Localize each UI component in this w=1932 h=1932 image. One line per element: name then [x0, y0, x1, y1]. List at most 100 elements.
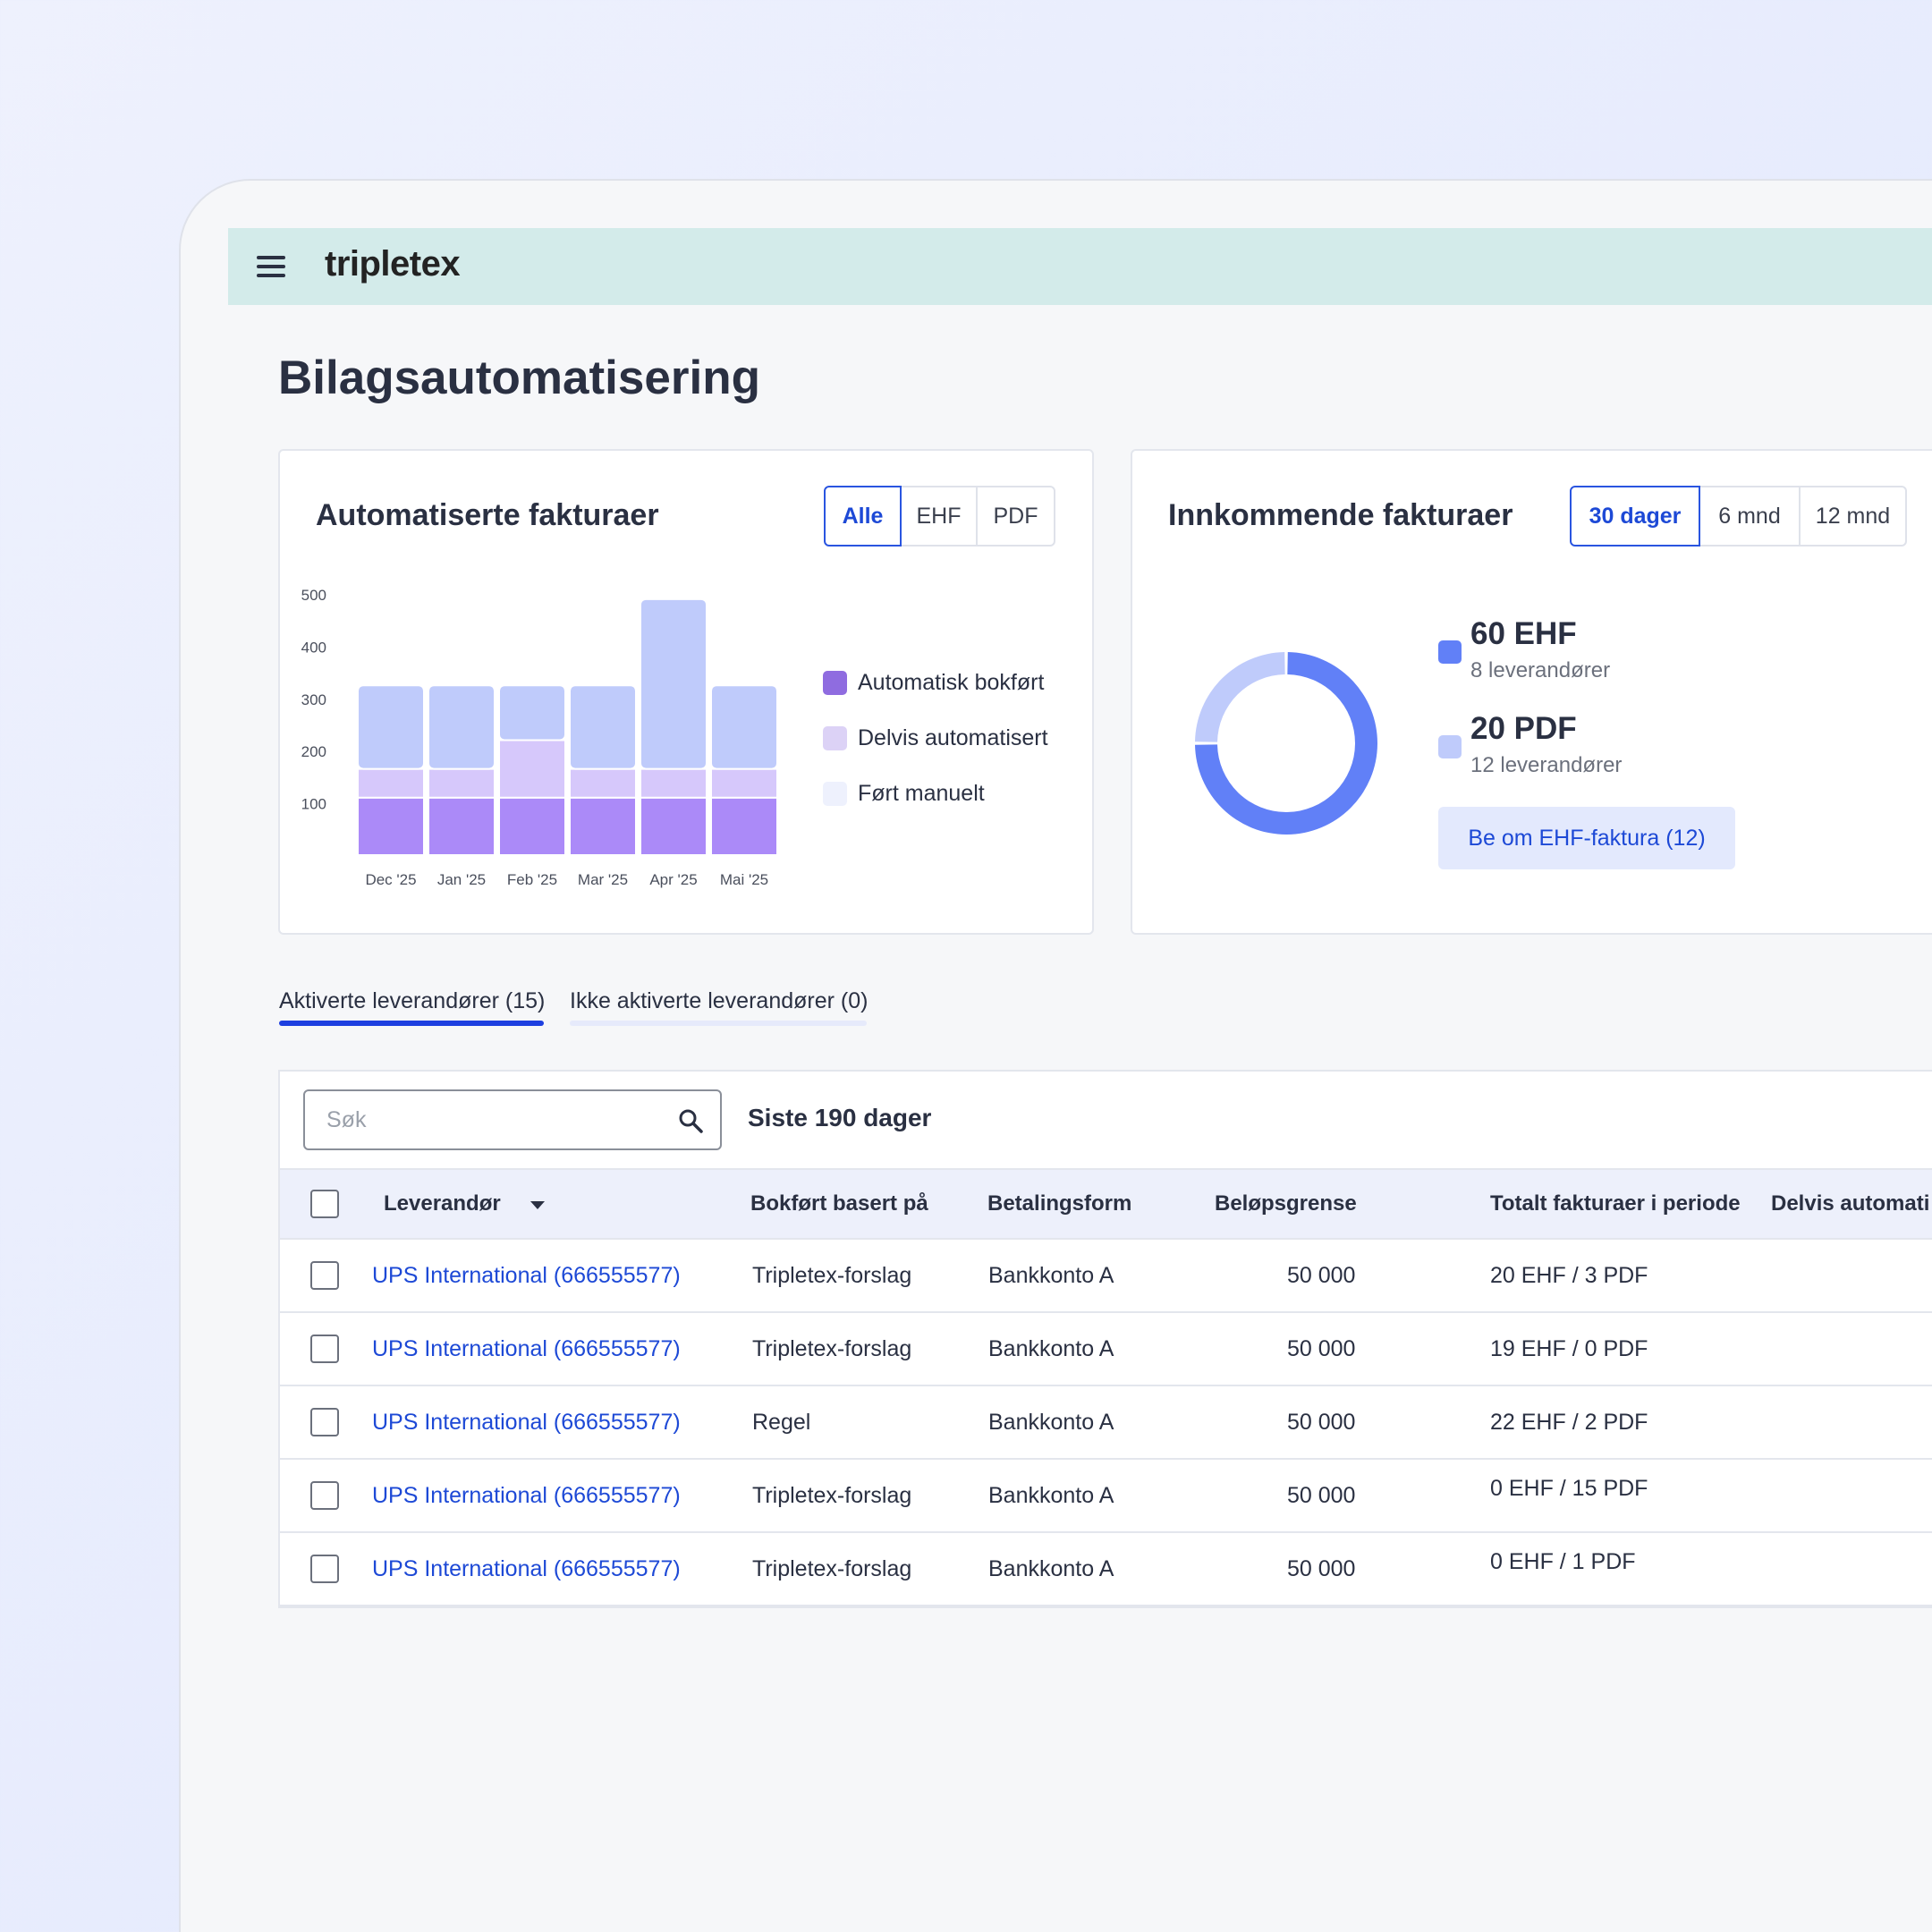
search-input[interactable]	[326, 1102, 666, 1138]
invoice-type-filter: Alle EHF PDF	[824, 486, 1055, 547]
limit-cell: 50 000	[1287, 1263, 1356, 1288]
bar-segment[interactable]	[569, 796, 637, 856]
bar-segment[interactable]	[498, 684, 566, 741]
limit-cell: 50 000	[1287, 1410, 1356, 1435]
payment-cell: Bankkonto A	[988, 1410, 1114, 1435]
tab-underline-active	[279, 1021, 544, 1026]
table-row[interactable]: UPS International (666555577) Tripletex-…	[280, 1533, 1932, 1606]
period-filter: 30 dager 6 mnd 12 mnd	[1570, 486, 1907, 547]
y-tick-label: 500	[301, 587, 326, 604]
bar-segment[interactable]	[498, 739, 566, 799]
basis-cell: Tripletex-forslag	[752, 1556, 912, 1581]
supplier-link[interactable]: UPS International (666555577)	[372, 1410, 681, 1435]
search-icon[interactable]	[677, 1107, 704, 1134]
column-header-total: Totalt fakturaer i periode	[1490, 1191, 1741, 1216]
bar-segment[interactable]	[357, 796, 425, 856]
supplier-link[interactable]: UPS International (666555577)	[372, 1483, 681, 1508]
row-checkbox[interactable]	[310, 1555, 339, 1583]
logo[interactable]: tripletex	[325, 244, 461, 284]
legend-swatch	[823, 782, 847, 806]
legend-item: Delvis automatisert	[823, 725, 1048, 751]
x-tick-label: Feb '25	[507, 871, 557, 888]
menu-icon[interactable]	[257, 256, 285, 277]
legend-swatch	[823, 671, 847, 695]
x-tick-label: Mar '25	[578, 871, 628, 888]
table-row[interactable]: UPS International (666555577) Tripletex-…	[280, 1313, 1932, 1386]
donut-slice[interactable]	[1195, 652, 1285, 742]
payment-cell: Bankkonto A	[988, 1556, 1114, 1581]
bar-segment[interactable]	[640, 597, 708, 770]
filter-alle[interactable]: Alle	[824, 486, 902, 547]
filter-30-days[interactable]: 30 dager	[1570, 486, 1700, 547]
card-title: Innkommende fakturaer	[1168, 498, 1513, 532]
table-row[interactable]: UPS International (666555577) Tripletex-…	[280, 1460, 1932, 1533]
donut-chart	[1195, 652, 1377, 835]
bar-segment[interactable]	[710, 767, 778, 799]
x-tick-label: Mai '25	[720, 871, 768, 888]
ehf-count: 60 EHF	[1470, 616, 1577, 651]
row-checkbox[interactable]	[310, 1408, 339, 1436]
pdf-suppliers: 12 leverandører	[1470, 753, 1623, 777]
filter-ehf[interactable]: EHF	[900, 486, 978, 547]
bar-segment[interactable]	[428, 684, 496, 770]
bar-segment[interactable]	[357, 767, 425, 799]
basis-cell: Tripletex-forslag	[752, 1336, 912, 1361]
column-header-limit: Beløpsgrense	[1215, 1191, 1357, 1216]
suppliers-table-card: Siste 190 dager Leverandør Bokført baser…	[278, 1070, 1932, 1608]
sort-down-icon[interactable]	[530, 1201, 545, 1210]
bar-segment[interactable]	[357, 684, 425, 770]
x-tick-label: Jan '25	[437, 871, 486, 888]
total-cell: 19 EHF / 0 PDF	[1490, 1336, 1648, 1361]
x-tick-label: Dec '25	[365, 871, 416, 888]
filter-12-months[interactable]: 12 mnd	[1799, 486, 1907, 547]
y-tick-label: 100	[301, 796, 326, 813]
supplier-link[interactable]: UPS International (666555577)	[372, 1263, 681, 1288]
row-checkbox[interactable]	[310, 1481, 339, 1510]
basis-cell: Tripletex-forslag	[752, 1483, 912, 1508]
tab-inactive-suppliers[interactable]: Ikke aktiverte leverandører (0)	[570, 988, 869, 1013]
filter-6-months[interactable]: 6 mnd	[1699, 486, 1801, 547]
supplier-link[interactable]: UPS International (666555577)	[372, 1336, 681, 1361]
ehf-swatch	[1438, 640, 1462, 664]
basis-cell: Regel	[752, 1410, 811, 1435]
bar-segment[interactable]	[428, 767, 496, 799]
payment-cell: Bankkonto A	[988, 1263, 1114, 1288]
legend-swatch	[823, 726, 847, 750]
table-row[interactable]: UPS International (666555577) Tripletex-…	[280, 1240, 1932, 1313]
row-checkbox[interactable]	[310, 1261, 339, 1290]
bar-segment[interactable]	[640, 767, 708, 799]
bar-segment[interactable]	[640, 796, 708, 856]
bar-segment[interactable]	[428, 796, 496, 856]
supplier-link[interactable]: UPS International (666555577)	[372, 1556, 681, 1581]
column-header-supplier[interactable]: Leverandør	[384, 1191, 501, 1216]
column-header-basis: Bokført basert på	[750, 1191, 928, 1216]
pdf-count: 20 PDF	[1470, 711, 1577, 746]
limit-cell: 50 000	[1287, 1483, 1356, 1508]
bar-segment[interactable]	[498, 796, 566, 856]
tab-underline	[570, 1021, 867, 1026]
tab-activated-suppliers[interactable]: Aktiverte leverandører (15)	[279, 988, 546, 1013]
table-row[interactable]: UPS International (666555577) Regel Bank…	[280, 1386, 1932, 1460]
legend-label: Automatisk bokført	[858, 670, 1045, 695]
page-title: Bilagsautomatisering	[278, 352, 760, 404]
search-field	[303, 1089, 722, 1150]
total-cell: 22 EHF / 2 PDF	[1490, 1410, 1648, 1435]
row-checkbox[interactable]	[310, 1335, 339, 1363]
request-ehf-button[interactable]: Be om EHF-faktura (12)	[1438, 807, 1735, 869]
stacked-bar-chart: 100 200 300 400 500 Dec '25 Jan '25 Feb '25 Mar …	[301, 587, 778, 888]
total-cell: 20 EHF / 3 PDF	[1490, 1263, 1648, 1288]
legend-item: Ført manuelt	[823, 781, 985, 807]
top-bar: tripletex	[228, 228, 1932, 305]
bar-segment[interactable]	[710, 684, 778, 770]
bar-segment[interactable]	[569, 767, 637, 799]
select-all-checkbox[interactable]	[310, 1190, 339, 1218]
period-label: Siste 190 dager	[748, 1104, 932, 1131]
filter-pdf[interactable]: PDF	[976, 486, 1055, 547]
column-header-partial: Delvis automati	[1771, 1191, 1930, 1216]
bar-segment[interactable]	[710, 796, 778, 856]
app-window: tripletex Bilagsautomatisering Automatis…	[179, 179, 1932, 1932]
payment-cell: Bankkonto A	[988, 1483, 1114, 1508]
legend-label: Ført manuelt	[858, 781, 985, 806]
bar-segment[interactable]	[569, 684, 637, 770]
card-title: Automatiserte fakturaer	[316, 498, 659, 532]
